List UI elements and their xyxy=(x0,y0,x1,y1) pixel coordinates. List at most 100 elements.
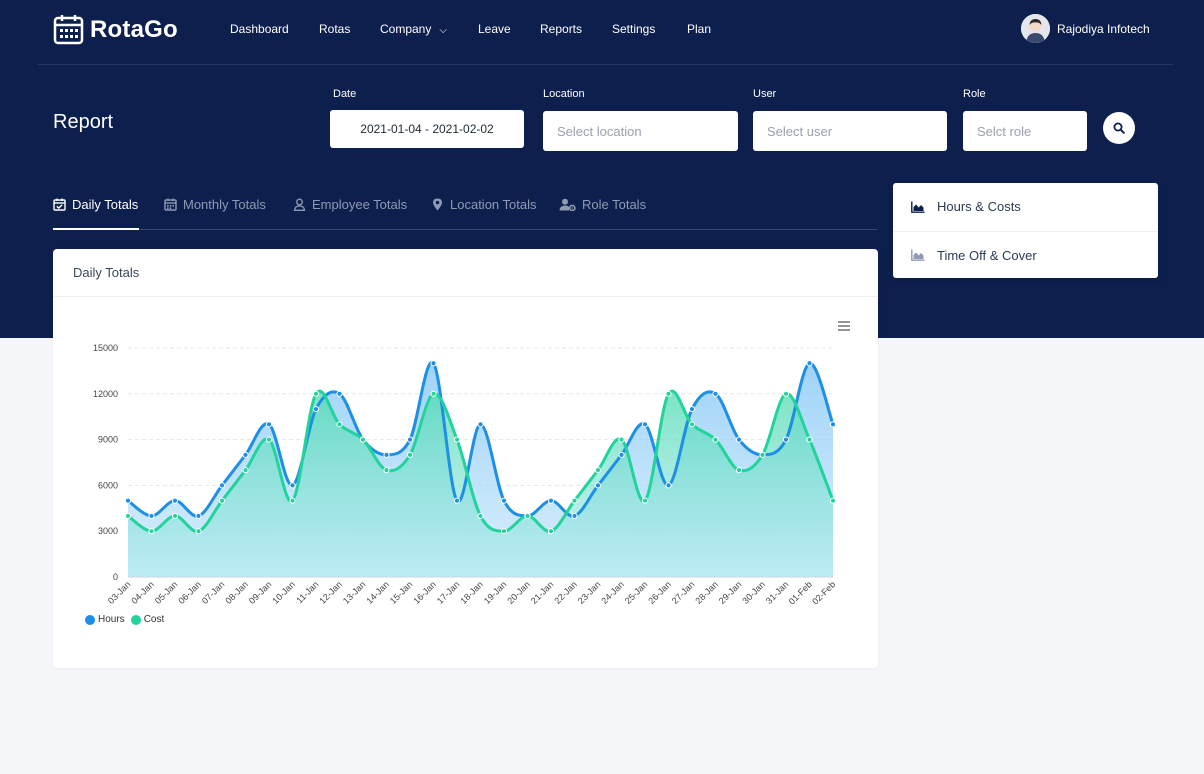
tab-location-totals[interactable]: Location Totals xyxy=(431,197,537,212)
legend-label: Cost xyxy=(143,614,165,625)
point-hours xyxy=(242,451,249,458)
point-cost xyxy=(712,436,719,443)
x-tick-label: 26-Jan xyxy=(646,579,673,606)
point-hours xyxy=(547,497,555,504)
nav-dashboard[interactable]: Dashboard xyxy=(230,22,289,36)
tab-label: Monthly Totals xyxy=(183,197,266,212)
tab-monthly-totals[interactable]: Monthly Totals xyxy=(164,197,266,212)
tab-label: Employee Totals xyxy=(312,197,408,212)
y-tick-label: 9000 xyxy=(98,435,118,445)
calendar-icon xyxy=(164,198,177,211)
users-cog-icon xyxy=(559,198,576,211)
search-button[interactable] xyxy=(1103,112,1135,144)
x-tick-label: 02-Feb xyxy=(810,579,837,606)
user-menu[interactable]: Rajodiya Infotech xyxy=(1021,14,1150,43)
nav-plan[interactable]: Plan xyxy=(687,22,712,36)
location-filter-label: Location xyxy=(543,88,585,100)
menu-item-time-off-cover[interactable]: Time Off & Cover xyxy=(893,231,1158,278)
report-tabs: Daily Totals Monthly Totals Employee Tot… xyxy=(53,190,877,230)
x-tick-label: 14-Jan xyxy=(364,579,391,606)
point-cost xyxy=(641,497,649,504)
hamburger-menu-icon[interactable] xyxy=(837,320,851,332)
point-hours xyxy=(124,497,132,504)
page-title: Report xyxy=(53,111,114,133)
point-hours xyxy=(618,451,625,458)
menu-item-label: Time Off & Cover xyxy=(937,247,1037,263)
nav-rotas[interactable]: Rotas xyxy=(319,22,351,36)
point-hours xyxy=(477,421,484,428)
x-tick-label: 15-Jan xyxy=(388,579,415,606)
tab-label: Location Totals xyxy=(450,197,537,212)
calendar-logo-icon xyxy=(53,15,84,45)
point-hours xyxy=(289,482,296,489)
date-range-input[interactable]: 2021-01-04 - 2021-02-02 xyxy=(330,110,524,148)
x-tick-label: 04-Jan xyxy=(129,579,156,606)
point-cost xyxy=(759,451,766,458)
daily-totals-chart: 0 3000 6000 9000 12000 15000 03-Jan04-Jan05-Ja… xyxy=(93,343,837,607)
report-type-menu: Hours & Costs Time Off & Cover xyxy=(893,183,1158,278)
x-tick-label: 27-Jan xyxy=(670,579,697,606)
y-tick-label: 6000 xyxy=(98,480,118,490)
active-tab-indicator xyxy=(53,228,139,230)
point-hours xyxy=(383,451,390,458)
calendar-check-icon xyxy=(53,198,66,211)
user-filter-label: User xyxy=(753,88,777,100)
x-tick-label: 23-Jan xyxy=(576,579,603,606)
menu-item-label: Hours & Costs xyxy=(937,199,1021,214)
point-hours xyxy=(500,497,508,504)
x-tick-label: 28-Jan xyxy=(693,579,720,606)
point-hours xyxy=(688,405,696,413)
legend-label: Hours xyxy=(98,614,125,625)
x-tick-label: 18-Jan xyxy=(458,579,485,606)
role-select[interactable]: Selct role xyxy=(963,111,1087,151)
chart-legend: Hours Cost xyxy=(85,614,170,625)
y-tick-label: 0 xyxy=(113,572,118,582)
x-tick-label: 24-Jan xyxy=(599,579,626,606)
nav-settings[interactable]: Settings xyxy=(612,22,656,36)
tab-role-totals[interactable]: Role Totals xyxy=(559,197,646,212)
x-tick-label: 07-Jan xyxy=(200,579,227,606)
point-cost xyxy=(289,497,296,504)
legend-item-cost[interactable]: Cost xyxy=(130,614,165,625)
legend-item-hours[interactable]: Hours xyxy=(85,614,125,625)
user-select[interactable]: Select user xyxy=(753,111,947,151)
point-cost xyxy=(735,467,743,474)
point-cost xyxy=(618,436,625,443)
card-title: Daily Totals xyxy=(53,249,878,297)
point-cost xyxy=(406,451,414,458)
tab-label: Role Totals xyxy=(582,197,647,212)
point-cost xyxy=(148,528,155,535)
x-tick-label: 21-Jan xyxy=(529,579,556,606)
nav-reports[interactable]: Reports xyxy=(540,22,583,36)
tab-employee-totals[interactable]: Employee Totals xyxy=(293,197,407,212)
area-cost xyxy=(128,391,833,577)
point-cost xyxy=(383,467,390,474)
x-tick-label: 20-Jan xyxy=(505,579,532,606)
location-select[interactable]: Select location xyxy=(543,111,738,151)
top-navbar: RotaGo Dashboard Rotas Company ⌵ Leave Re… xyxy=(37,0,1173,65)
x-tick-label: 19-Jan xyxy=(482,579,509,606)
point-cost xyxy=(359,436,367,443)
app-logo[interactable]: RotaGo xyxy=(53,14,178,45)
area-chart-icon xyxy=(911,249,925,261)
tab-daily-totals[interactable]: Daily Totals xyxy=(53,197,138,212)
point-hours xyxy=(312,405,320,413)
x-tick-label: 29-Jan xyxy=(717,579,744,606)
avatar xyxy=(1021,14,1050,43)
nav-leave[interactable]: Leave xyxy=(478,22,511,36)
point-cost xyxy=(594,467,602,474)
point-hours xyxy=(265,421,273,428)
nav-company[interactable]: Company ⌵ xyxy=(380,22,447,36)
menu-item-hours-costs[interactable]: Hours & Costs xyxy=(893,183,1158,230)
point-hours xyxy=(406,436,414,443)
app-name: RotaGo xyxy=(90,15,178,43)
point-hours xyxy=(829,421,837,428)
x-tick-label: 01-Feb xyxy=(787,579,814,606)
point-hours xyxy=(806,360,813,367)
point-cost xyxy=(265,436,273,443)
point-hours xyxy=(218,482,226,489)
point-cost xyxy=(242,467,249,474)
map-marker-icon xyxy=(433,198,442,211)
point-cost xyxy=(453,436,461,443)
tab-label: Daily Totals xyxy=(72,197,139,212)
